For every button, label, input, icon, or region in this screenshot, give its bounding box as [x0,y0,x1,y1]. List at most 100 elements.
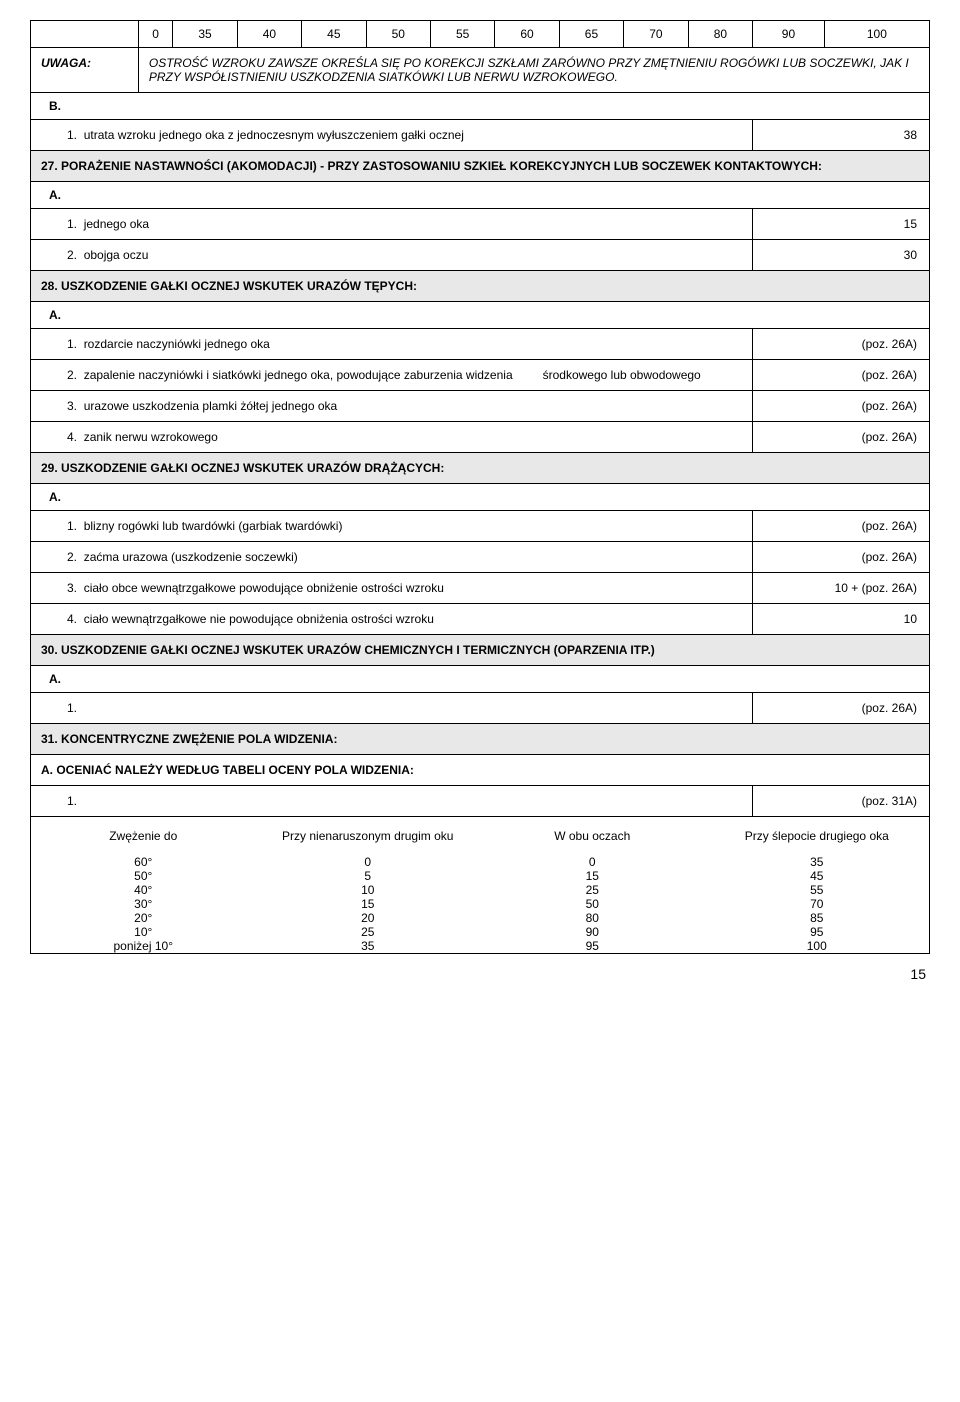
item-num: 3. [67,581,77,595]
item-row: 1. rozdarcie naczyniówki jednego oka(poz… [31,329,930,360]
cell: 30° [31,897,256,911]
item-value: (poz. 26A) [753,422,930,453]
item-num: 1. [67,519,77,533]
field-row: 60°0035 [31,855,929,869]
item-text: blizny rogówki lub twardówki (garbiak tw… [84,519,343,533]
item-value: 10 [753,604,930,635]
item-row: 1. utrata wzroku jednego oka z jednoczes… [31,120,930,151]
col-header: W obu oczach [480,817,705,855]
section-28: 28. USZKODZENIE GAŁKI OCZNEJ WSKUTEK URA… [31,271,930,302]
num-cell: 100 [824,21,929,48]
cell: 100 [705,939,930,953]
field-row: 10°259095 [31,925,929,939]
item-row: 4. ciało wewnątrzgałkowe nie powodujące … [31,604,930,635]
num-cell: 80 [688,21,753,48]
letter-a-29: A. [31,484,930,511]
col-header: Przy nienaruszonym drugim oku [256,817,481,855]
item-value: (poz. 26A) [753,360,930,391]
cell: 95 [480,939,705,953]
cell: 35 [256,939,481,953]
item-row: 1. blizny rogówki lub twardówki (garbiak… [31,511,930,542]
section-29: 29. USZKODZENIE GAŁKI OCZNEJ WSKUTEK URA… [31,453,930,484]
item-value: 30 [753,240,930,271]
item-row: 1. (poz. 31A) [31,786,930,817]
cell: 50° [31,869,256,883]
item-text: zanik nerwu wzrokowego [84,430,218,444]
letter-b: B. [31,93,930,120]
num-cell: 90 [753,21,825,48]
cell: 45 [705,869,930,883]
item-value: (poz. 26A) [753,511,930,542]
letter-a-28: A. [31,302,930,329]
page-number: 15 [30,966,930,982]
cell: 90 [480,925,705,939]
item-num: 1. [67,794,77,808]
item-num: 2. [67,248,77,262]
section-31a: A. OCENIAĆ NALEŻY WEDŁUG TABELI OCENY PO… [31,755,930,786]
item-num: 2. [67,550,77,564]
cell: 25 [480,883,705,897]
cell: 50 [480,897,705,911]
item-value: (poz. 31A) [753,786,930,817]
item-num: 1. [67,701,77,715]
item-num: 1. [67,217,77,231]
col-header: Przy ślepocie drugiego oka [705,817,930,855]
item-row: 1. jednego oka15 [31,209,930,240]
section-30: 30. USZKODZENIE GAŁKI OCZNEJ WSKUTEK URA… [31,635,930,666]
item-value: 15 [753,209,930,240]
cell: 10° [31,925,256,939]
item-row: 1. (poz. 26A) [31,693,930,724]
num-cell: 70 [624,21,688,48]
cell: 85 [705,911,930,925]
item-value: (poz. 26A) [753,391,930,422]
field-table-wrap: Zwężenie do Przy nienaruszonym drugim ok… [31,817,930,954]
item-text: rozdarcie naczyniówki jednego oka [84,337,270,351]
uwaga-text: OSTROŚĆ WZROKU ZAWSZE OKREŚLA SIĘ PO KOR… [138,48,929,93]
cell: 60° [31,855,256,869]
item-text: ciało wewnątrzgałkowe nie powodujące obn… [84,612,434,626]
cell: 70 [705,897,930,911]
item-num: 2. [67,368,77,382]
num-cell: 65 [559,21,623,48]
section-title: 31. KONCENTRYCZNE ZWĘŻENIE POLA WIDZENIA… [31,724,930,755]
section-title: 30. USZKODZENIE GAŁKI OCZNEJ WSKUTEK URA… [31,635,930,666]
letter-label: A. [31,182,930,209]
num-cell: 55 [430,21,494,48]
main-table: 0 35 40 45 50 55 60 65 70 80 90 100 UWAG… [30,20,930,954]
section-title: 29. USZKODZENIE GAŁKI OCZNEJ WSKUTEK URA… [31,453,930,484]
cell: 55 [705,883,930,897]
cell: 80 [480,911,705,925]
letter-a-27: A. [31,182,930,209]
field-vision-table: Zwężenie do Przy nienaruszonym drugim ok… [31,817,929,953]
num-cell: 0 [138,21,172,48]
item-value: (poz. 26A) [753,329,930,360]
letter-a-30: A. [31,666,930,693]
item-text: zapalenie naczyniówki i siatkówki jedneg… [84,368,701,382]
cell: 20° [31,911,256,925]
section-31: 31. KONCENTRYCZNE ZWĘŻENIE POLA WIDZENIA… [31,724,930,755]
cell: 20 [256,911,481,925]
section-subtitle: A. OCENIAĆ NALEŻY WEDŁUG TABELI OCENY PO… [31,755,930,786]
cell: 95 [705,925,930,939]
cell: 15 [256,897,481,911]
field-row: poniżej 10°3595100 [31,939,929,953]
cell: 15 [480,869,705,883]
cell: poniżej 10° [31,939,256,953]
num-cell: 60 [495,21,559,48]
letter-label: B. [31,93,930,120]
cell: 35 [705,855,930,869]
item-row: 2. zapalenie naczyniówki i siatkówki jed… [31,360,930,391]
section-title: 28. USZKODZENIE GAŁKI OCZNEJ WSKUTEK URA… [31,271,930,302]
uwaga-label: UWAGA: [31,48,139,93]
item-row: 3. urazowe uszkodzenia plamki żółtej jed… [31,391,930,422]
cell: 0 [480,855,705,869]
item-text: urazowe uszkodzenia plamki żółtej jedneg… [84,399,337,413]
num-cell: 40 [237,21,301,48]
cell: 0 [256,855,481,869]
item-text: utrata wzroku jednego oka z jednoczesnym… [84,128,464,142]
cell: 40° [31,883,256,897]
cell: 25 [256,925,481,939]
uwaga-row: UWAGA: OSTROŚĆ WZROKU ZAWSZE OKREŚLA SIĘ… [31,48,930,93]
top-number-row: 0 35 40 45 50 55 60 65 70 80 90 100 [31,21,930,48]
item-value: 10 + (poz. 26A) [753,573,930,604]
